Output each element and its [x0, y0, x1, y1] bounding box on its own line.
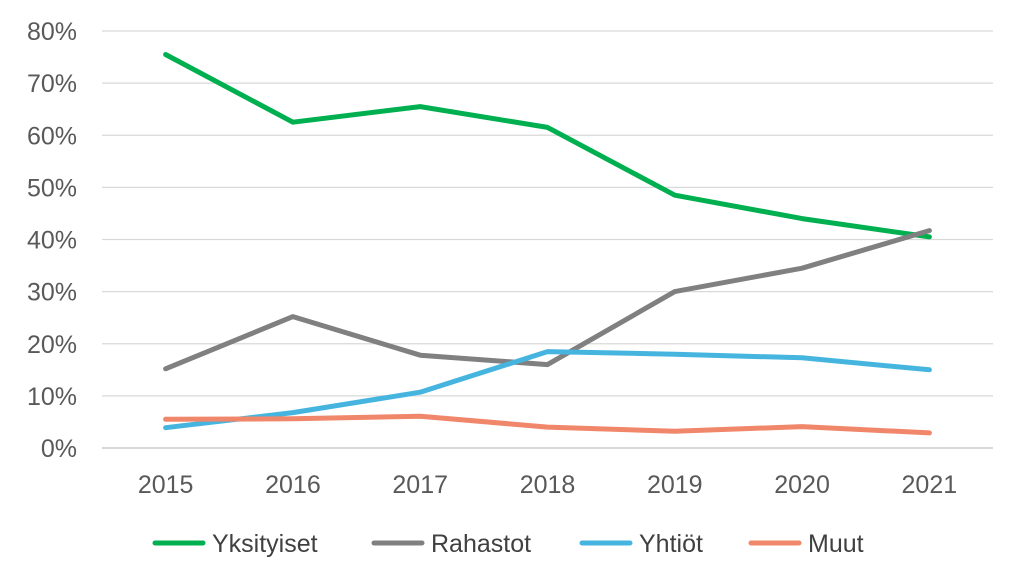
series-line-yksityiset: [163, 52, 932, 240]
series-line-muut: [163, 413, 932, 436]
y-tick-label: 50%: [27, 174, 77, 202]
legend-label: Rahastot: [431, 530, 531, 558]
series-lines: [163, 52, 932, 436]
x-tick-label: 2016: [265, 471, 321, 499]
y-tick-label: 20%: [27, 331, 77, 359]
series-line-rahastot: [163, 228, 932, 372]
legend-label: Yhtiöt: [639, 530, 703, 558]
legend-label: Yksityiset: [212, 530, 318, 558]
x-axis-ticks: 2015 2016 2017 2018 2019 2020 2021: [138, 471, 957, 499]
y-tick-label: 80%: [27, 18, 77, 46]
gridlines: [102, 30, 993, 449]
x-tick-label: 2021: [902, 471, 958, 499]
y-tick-label: 40%: [27, 227, 77, 255]
x-tick-label: 2015: [138, 471, 194, 499]
legend: Yksityiset Rahastot Yhtiöt Muut: [152, 530, 864, 558]
x-tick-label: 2020: [774, 471, 830, 499]
y-tick-label: 30%: [27, 279, 77, 307]
series-line-yhtiöt: [163, 349, 932, 431]
y-axis-ticks: 0% 10% 20% 30% 40% 50% 60% 70% 80%: [27, 18, 77, 463]
x-tick-label: 2018: [520, 471, 576, 499]
y-tick-label: 70%: [27, 70, 77, 98]
y-tick-label: 0%: [41, 435, 77, 463]
y-tick-label: 60%: [27, 122, 77, 150]
x-tick-label: 2017: [392, 471, 448, 499]
x-tick-label: 2019: [647, 471, 703, 499]
legend-label: Muut: [808, 530, 864, 558]
y-tick-label: 10%: [27, 383, 77, 411]
